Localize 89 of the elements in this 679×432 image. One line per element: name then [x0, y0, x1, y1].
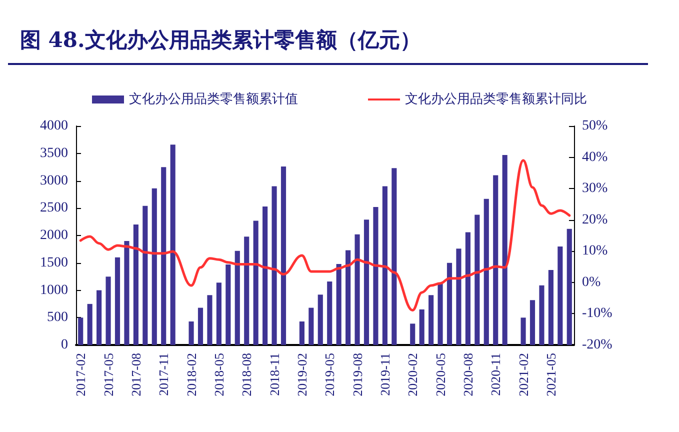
bar — [410, 324, 416, 345]
bar — [548, 270, 554, 345]
bar — [318, 294, 323, 345]
bar — [299, 321, 304, 345]
bar — [170, 144, 176, 345]
y-tick-label: 2000 — [40, 228, 68, 243]
legend-label: 文化办公用品类零售额累计值 — [129, 92, 298, 107]
y2-tick-label: 10% — [582, 244, 608, 259]
x-tick-label: 2019-02 — [294, 353, 310, 396]
bar — [373, 207, 378, 345]
line-series — [79, 159, 571, 312]
x-tick-label: 2017-11 — [156, 353, 172, 396]
x-tick-label: 2020-02 — [405, 353, 420, 396]
bar — [474, 214, 480, 345]
bar — [308, 308, 314, 345]
x-tick-label: 2017-05 — [100, 353, 116, 396]
x-tick-label: 2018-08 — [239, 353, 254, 396]
x-tick-label: 2019-08 — [350, 353, 365, 396]
bar — [530, 300, 536, 345]
x-tick-label: 2020-05 — [432, 353, 448, 396]
y-tick-label: 500 — [47, 310, 68, 326]
y-tick-label: 1000 — [40, 282, 68, 298]
y2-tick-label: 30% — [582, 181, 608, 196]
y2-tick-label: 50% — [582, 118, 608, 134]
bar — [520, 318, 526, 345]
bar — [216, 282, 222, 345]
legend-label: 文化办公用品类零售额累计同比 — [405, 92, 587, 107]
bar — [244, 236, 250, 345]
bar — [207, 295, 212, 345]
y2-tick-label: 20% — [582, 212, 608, 228]
bar — [428, 295, 434, 345]
bar — [502, 155, 508, 345]
y2-tick-label: -10% — [582, 306, 613, 322]
bar — [382, 186, 388, 345]
bar — [484, 198, 489, 345]
bar — [226, 264, 231, 345]
bar — [539, 285, 544, 345]
y-tick-label: 3500 — [40, 146, 68, 161]
x-tick-label: 2019-05 — [322, 353, 338, 396]
x-tick-label: 2017-02 — [73, 353, 88, 396]
bar — [188, 321, 194, 345]
x-tick-label: 2017-08 — [128, 353, 144, 396]
y2-tick-label: 0% — [582, 274, 601, 290]
bar — [78, 318, 84, 345]
bar — [327, 281, 332, 345]
x-tick-label: 2018-11 — [266, 353, 282, 396]
bar — [465, 232, 470, 345]
y-tick-label: 3000 — [40, 173, 68, 188]
x-tick-label: 2019-11 — [377, 353, 392, 396]
y-tick-label: 2500 — [40, 200, 68, 216]
bar — [234, 250, 240, 345]
bar — [354, 234, 360, 345]
bar — [152, 188, 157, 345]
y-tick-label: 1500 — [40, 255, 68, 270]
bar — [161, 167, 166, 345]
bar — [87, 304, 92, 345]
bar — [133, 224, 138, 345]
chart-title: 图 48.文化办公用品类累计零售额（亿元） — [20, 26, 421, 54]
x-tick-label: 2021-02 — [516, 353, 531, 396]
y-tick-label: 4000 — [40, 118, 68, 134]
bar — [198, 308, 204, 345]
bar — [566, 228, 572, 345]
bar — [392, 168, 397, 345]
bar — [419, 309, 424, 345]
y2-tick-label: 40% — [582, 150, 608, 165]
x-tick-label: 2018-05 — [211, 353, 226, 396]
x-tick-label: 2018-02 — [184, 353, 199, 396]
bar — [346, 250, 351, 345]
y-tick-label: 0 — [61, 338, 68, 352]
bar — [438, 282, 443, 345]
bar — [142, 206, 148, 345]
bar — [280, 166, 286, 345]
bar — [446, 262, 452, 345]
bar — [262, 206, 268, 345]
x-tick-label: 2020-11 — [488, 353, 504, 396]
bar — [493, 175, 498, 345]
x-tick-label: 2021-05 — [543, 353, 558, 396]
bar — [106, 276, 111, 345]
bar — [124, 240, 130, 345]
bar — [364, 220, 370, 345]
y2-tick-label: -20% — [582, 338, 613, 352]
bar — [558, 246, 563, 345]
bar — [96, 290, 102, 345]
bar — [336, 264, 342, 345]
bar — [114, 257, 120, 345]
bar — [456, 248, 462, 345]
bar — [272, 186, 277, 345]
bar — [253, 220, 258, 345]
x-tick-label: 2020-08 — [460, 353, 476, 396]
